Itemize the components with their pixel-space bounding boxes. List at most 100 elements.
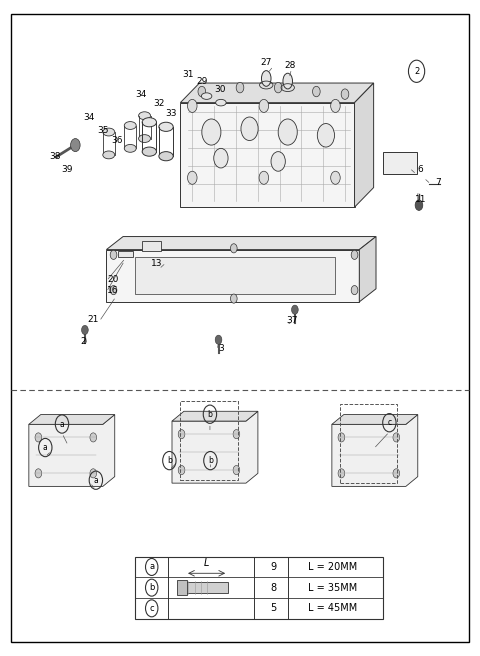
Ellipse shape	[201, 93, 212, 99]
Bar	[142, 241, 161, 251]
Polygon shape	[172, 411, 258, 421]
Text: 7: 7	[435, 178, 441, 188]
Text: b: b	[208, 456, 213, 465]
Circle shape	[230, 244, 237, 253]
Text: L = 45MM: L = 45MM	[309, 604, 358, 613]
Circle shape	[35, 469, 42, 478]
Text: 31: 31	[183, 70, 194, 79]
Text: c: c	[387, 419, 391, 427]
Text: 34: 34	[135, 90, 146, 98]
Circle shape	[188, 171, 197, 184]
Text: 30: 30	[214, 85, 226, 94]
Text: 16: 16	[107, 286, 119, 295]
Ellipse shape	[103, 151, 115, 159]
Circle shape	[215, 335, 222, 344]
Text: 21: 21	[88, 315, 99, 324]
Polygon shape	[180, 83, 373, 102]
Circle shape	[351, 251, 358, 259]
Circle shape	[90, 469, 96, 478]
Circle shape	[241, 117, 258, 140]
Bar	[340, 405, 397, 483]
Text: L: L	[204, 558, 209, 568]
Circle shape	[312, 87, 320, 96]
Text: b: b	[207, 410, 212, 419]
Text: a: a	[60, 420, 64, 428]
Circle shape	[178, 466, 185, 475]
Bar	[118, 251, 132, 257]
Polygon shape	[29, 415, 115, 424]
Circle shape	[351, 285, 358, 295]
Circle shape	[291, 305, 298, 314]
Text: 20: 20	[107, 274, 118, 283]
Text: 36: 36	[112, 136, 123, 145]
Circle shape	[338, 469, 345, 478]
Circle shape	[202, 119, 221, 145]
Ellipse shape	[124, 144, 136, 152]
Bar	[135, 557, 383, 619]
Ellipse shape	[103, 128, 115, 136]
Circle shape	[188, 99, 197, 112]
Ellipse shape	[142, 117, 156, 127]
Text: 8: 8	[270, 583, 276, 592]
Ellipse shape	[139, 134, 151, 142]
Circle shape	[317, 123, 335, 147]
Text: 5: 5	[270, 604, 276, 613]
Ellipse shape	[139, 112, 151, 119]
Text: 28: 28	[285, 61, 296, 70]
Circle shape	[233, 466, 240, 475]
Circle shape	[198, 87, 205, 96]
Text: 29: 29	[196, 77, 207, 85]
Text: 32: 32	[153, 100, 165, 108]
Circle shape	[236, 83, 244, 93]
Circle shape	[338, 433, 345, 442]
Circle shape	[82, 325, 88, 335]
Ellipse shape	[124, 121, 136, 129]
Circle shape	[233, 430, 240, 439]
Circle shape	[393, 469, 400, 478]
Ellipse shape	[216, 99, 226, 106]
Polygon shape	[355, 83, 373, 207]
Polygon shape	[107, 250, 360, 302]
Bar	[177, 580, 187, 596]
Text: 9: 9	[270, 562, 276, 572]
Circle shape	[230, 294, 237, 303]
Text: 13: 13	[151, 260, 162, 268]
Bar	[180, 401, 238, 480]
Circle shape	[214, 148, 228, 168]
Text: a: a	[149, 562, 154, 571]
Text: 2: 2	[81, 337, 86, 346]
Bar	[185, 583, 228, 593]
Text: 34: 34	[83, 113, 95, 122]
Text: a: a	[94, 476, 98, 485]
Circle shape	[271, 152, 285, 171]
Ellipse shape	[283, 73, 292, 89]
Text: a: a	[43, 443, 48, 452]
Ellipse shape	[142, 147, 156, 156]
Circle shape	[178, 430, 185, 439]
Circle shape	[415, 200, 423, 211]
Polygon shape	[332, 415, 418, 486]
Text: 2: 2	[414, 67, 419, 76]
Text: c: c	[149, 604, 154, 613]
Text: 3: 3	[218, 344, 224, 354]
Circle shape	[331, 171, 340, 184]
Polygon shape	[332, 415, 418, 424]
Ellipse shape	[159, 122, 173, 131]
Circle shape	[341, 89, 349, 99]
Circle shape	[259, 99, 269, 112]
Circle shape	[110, 251, 117, 259]
Circle shape	[71, 138, 80, 152]
Text: 37: 37	[287, 316, 298, 325]
Circle shape	[278, 119, 297, 145]
Text: b: b	[167, 456, 172, 465]
Polygon shape	[180, 102, 355, 207]
Polygon shape	[29, 415, 115, 486]
Polygon shape	[172, 411, 258, 483]
Circle shape	[90, 433, 96, 442]
Text: b: b	[149, 583, 155, 592]
Text: 33: 33	[165, 110, 177, 118]
Polygon shape	[383, 152, 417, 174]
Text: 39: 39	[61, 165, 73, 174]
Text: 38: 38	[49, 152, 60, 161]
Text: L = 20MM: L = 20MM	[309, 562, 358, 572]
